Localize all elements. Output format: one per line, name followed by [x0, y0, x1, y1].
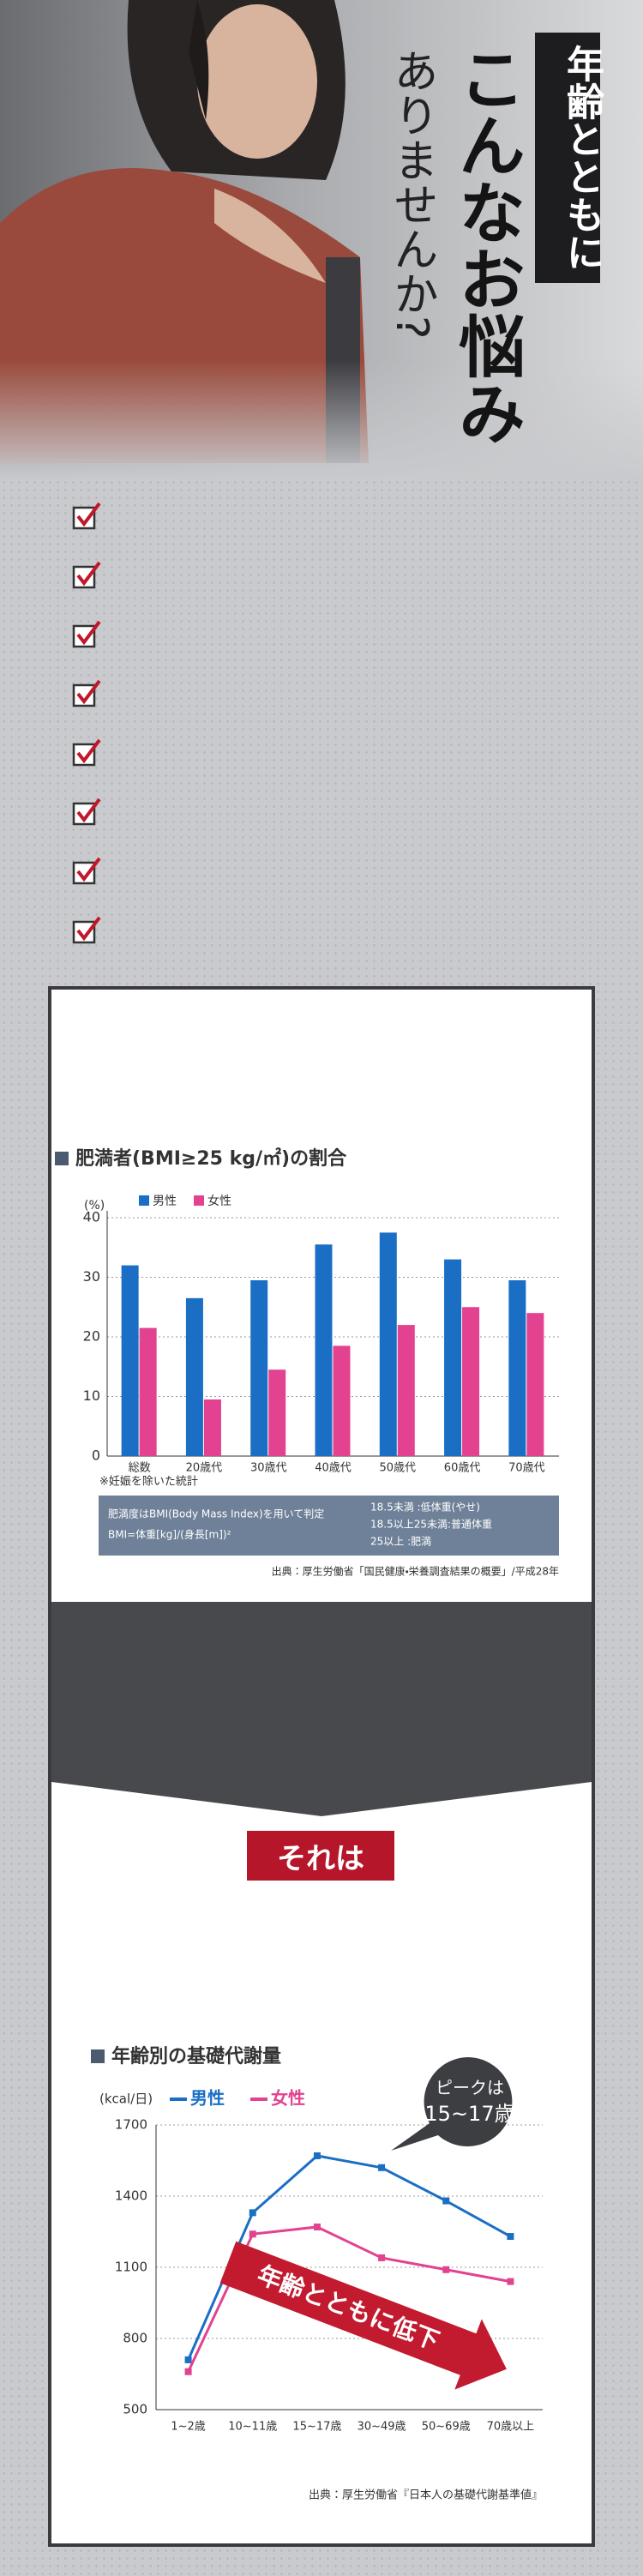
bar: [185, 1297, 203, 1456]
callout-text: 15~17歳: [424, 2102, 514, 2126]
header-subtitle: ありませんか?: [386, 48, 437, 340]
point-marker: [378, 2254, 386, 2261]
check-icon: [72, 502, 101, 530]
point-marker: [442, 2266, 450, 2273]
chart-title: 肥満者(BMI≥25 kg/㎡)の割合: [75, 1147, 347, 1170]
bar: [508, 1279, 526, 1456]
bar: [268, 1369, 286, 1456]
y-tick-label: 1400: [115, 2188, 147, 2204]
bar: [333, 1345, 351, 1456]
line-chart: 年齢別の基礎代謝量 (kcal/日) 男性 女性 500 800 1100 1400 1700 1…: [91, 2045, 543, 2502]
x-tick-label: 60歳代: [444, 1462, 481, 1475]
point-marker: [249, 2230, 256, 2238]
x-tick-label: 総数: [129, 1462, 151, 1475]
x-tick-label: 40歳代: [315, 1462, 352, 1475]
x-tick-label: 10~11歳: [228, 2421, 277, 2434]
legend-swatch: [139, 1195, 149, 1206]
check-icon: [72, 857, 101, 885]
x-tick-label: 1~2歳: [171, 2421, 205, 2434]
dark-banner: [51, 1602, 592, 1816]
legend-label: 女性: [207, 1195, 231, 1208]
source: 出典：厚生労働省「国民健康・栄養調査結果の概要」/平成28年: [272, 1565, 559, 1578]
line-series: [187, 2154, 512, 2361]
y-tick-label: 1700: [115, 2117, 147, 2133]
x-tick-label: 50歳代: [380, 1462, 417, 1475]
bar: [397, 1325, 415, 1456]
note: ※妊娠を除いた統計: [99, 1475, 198, 1489]
point-marker: [184, 2368, 192, 2375]
check-icon: [72, 916, 101, 944]
y-tick-label: 1100: [115, 2260, 147, 2275]
check-icon: [72, 620, 101, 648]
y-tick-label: 20: [83, 1328, 100, 1345]
bar: [444, 1259, 462, 1456]
check-icon: [72, 738, 101, 767]
bar: [462, 1307, 480, 1456]
bmi-text: BMI=体重[kg]/(身長[m])²: [108, 1528, 231, 1541]
y-tick-label: 30: [83, 1268, 100, 1285]
x-tick-label: 30歳代: [250, 1462, 287, 1475]
arrow-label: 年齢とともに低下: [254, 2260, 443, 2356]
y-tick-label: 10: [83, 1387, 100, 1404]
badge: それは: [247, 1831, 394, 1881]
point-marker: [442, 2197, 450, 2205]
header-tag: 年齢とともに: [535, 33, 604, 283]
unit-label: (kcal/日): [99, 2091, 153, 2107]
bar: [203, 1399, 221, 1456]
x-tick-label: 70歳以上: [487, 2421, 535, 2434]
bmi-text: 18.5未満 :低体重(やせ): [370, 1502, 480, 1514]
check-icon: [72, 561, 101, 589]
point-marker: [249, 2209, 256, 2217]
legend-label: 女性: [271, 2088, 305, 2109]
x-tick-label: 20歳代: [186, 1462, 223, 1475]
legend-label: 男性: [190, 2088, 225, 2109]
arrow-shape: [219, 2241, 507, 2390]
header-title: こんなお悩み: [448, 45, 525, 446]
legend-label: 男性: [153, 1195, 177, 1208]
bar: [526, 1313, 544, 1456]
bmi-text: 25以上 :肥満: [370, 1536, 431, 1548]
x-tick-label: 70歳代: [508, 1462, 545, 1475]
y-tick-label: 500: [123, 2402, 147, 2417]
point-marker: [313, 2152, 321, 2159]
check-icon: [72, 797, 101, 826]
bar-chart: 肥満者(BMI≥25 kg/㎡)の割合 (%) 男性 女性 0 10 20 30 40 総数 20歳…: [55, 1147, 559, 1578]
bar: [250, 1279, 268, 1456]
point-marker: [184, 2356, 192, 2363]
y-tick-label: 40: [83, 1209, 100, 1225]
unit-label: (%): [84, 1199, 105, 1213]
chart-title: 年齢別の基礎代謝量: [111, 2045, 281, 2067]
check-icon: [72, 679, 101, 707]
legend-swatch: [194, 1195, 204, 1206]
title-marker: [91, 2049, 105, 2063]
callout-bubble: [391, 2056, 513, 2151]
title-marker: [55, 1152, 69, 1165]
y-tick-label: 0: [92, 1447, 100, 1464]
point-marker: [507, 2233, 514, 2241]
x-tick-label: 15~17歳: [292, 2421, 341, 2434]
bar: [379, 1232, 397, 1456]
point-marker: [507, 2278, 514, 2285]
bar: [139, 1327, 157, 1456]
x-tick-label: 50~69歳: [422, 2421, 471, 2434]
y-tick-label: 800: [123, 2331, 147, 2346]
trend-arrow: 年齢とともに低下: [219, 2241, 507, 2390]
point-marker: [313, 2223, 321, 2230]
bmi-text: 18.5以上25未満:普通体重: [370, 1519, 492, 1531]
point-marker: [378, 2164, 386, 2171]
bmi-text: 肥満度はBMI(Body Mass Index)を用いて判定: [108, 1508, 324, 1520]
bar: [315, 1244, 333, 1456]
x-tick-label: 30~49歳: [358, 2421, 406, 2434]
bmi-box: [99, 1496, 559, 1556]
source: 出典：厚生労働省『日本人の基礎代謝基準値』: [309, 2489, 543, 2502]
callout-text: ピークは: [436, 2078, 504, 2098]
bar: [121, 1265, 139, 1456]
